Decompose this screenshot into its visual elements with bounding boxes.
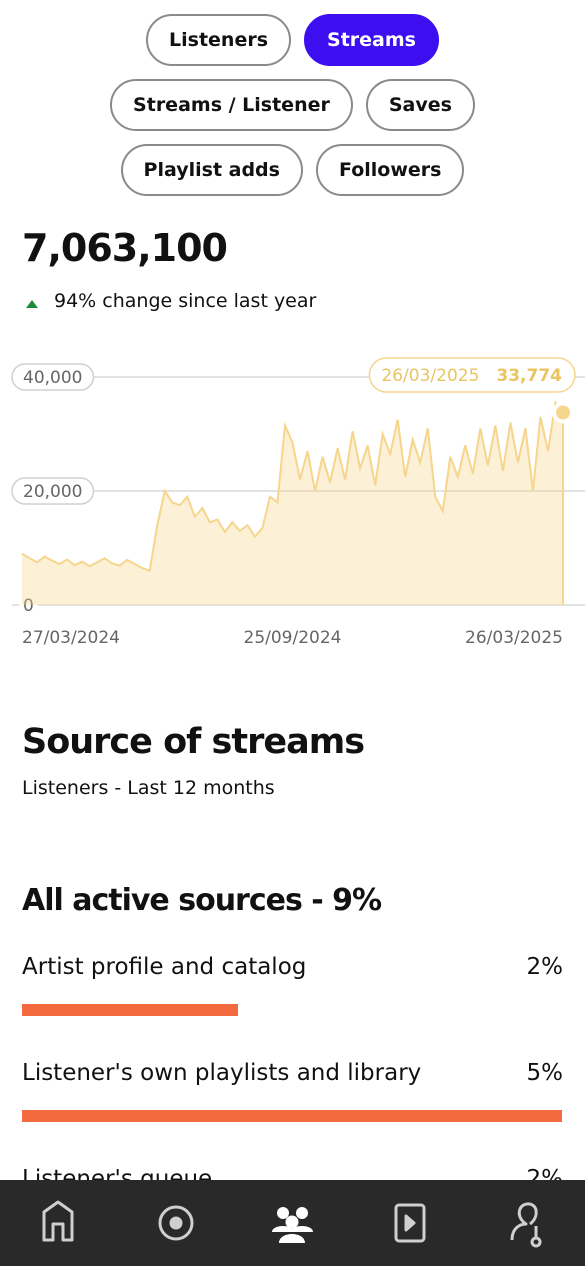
music-icon-dot xyxy=(169,1216,183,1230)
section-title: Source of streams xyxy=(22,722,365,762)
tab[interactable]: Playlist adds xyxy=(120,144,303,196)
nav-icons xyxy=(42,1200,542,1248)
x-tick-label: 26/03/2025 xyxy=(465,628,563,648)
source-bar xyxy=(22,1004,238,1016)
change-text: 94% change since last year xyxy=(54,290,317,312)
x-tick-label: 27/03/2024 xyxy=(22,628,120,648)
video-icon[interactable] xyxy=(394,1203,426,1243)
area-line xyxy=(21,400,564,573)
source-name: Artist profile and catalog xyxy=(22,954,307,980)
source-value: 2% xyxy=(526,954,564,980)
tab-bar: Listeners Streams Streams / Listener Saves P… xyxy=(20,14,565,196)
section-subtitle: Listeners - Last 12 months xyxy=(22,777,275,799)
tooltip-date: 26/03/2025 xyxy=(381,366,479,386)
tab[interactable]: Saves xyxy=(365,79,475,131)
y-tick-pill xyxy=(19,592,38,618)
sources-heading: All active sources - 9% xyxy=(22,883,382,918)
nav-bar xyxy=(0,1180,585,1266)
y-tick-label: 40,000 xyxy=(23,368,82,388)
tab[interactable]: Listeners xyxy=(146,14,292,66)
tooltip xyxy=(368,357,576,393)
y-tick-pill xyxy=(11,363,95,391)
tab[interactable]: Streams xyxy=(304,14,439,66)
chart: 0 20,000 40,000 27/03/2024 25/09/2024 26/03/2… xyxy=(11,357,585,648)
source-bar xyxy=(22,1110,562,1122)
tooltip-value: 33,774 xyxy=(496,366,562,386)
tab[interactable]: Followers xyxy=(315,144,465,196)
source-name: Listener's own playlists and library xyxy=(22,1060,422,1086)
profile-icon[interactable] xyxy=(510,1202,542,1248)
hover-dot xyxy=(552,401,574,424)
source-value: 5% xyxy=(526,1060,564,1086)
y-tick-pill xyxy=(11,477,95,505)
home-icon[interactable] xyxy=(42,1200,74,1242)
area-fill xyxy=(22,402,563,605)
y-tick-label: 0 xyxy=(23,596,34,616)
tab[interactable]: Streams / Listener xyxy=(110,79,353,131)
total-streams: 7,063,100 xyxy=(22,226,228,270)
up-arrow xyxy=(26,300,38,308)
music-icon[interactable] xyxy=(158,1205,194,1241)
audience-icon[interactable] xyxy=(272,1207,313,1243)
video-icon-play xyxy=(404,1214,416,1232)
y-tick-label: 20,000 xyxy=(23,482,82,502)
x-tick-label: 25/09/2024 xyxy=(244,628,342,648)
